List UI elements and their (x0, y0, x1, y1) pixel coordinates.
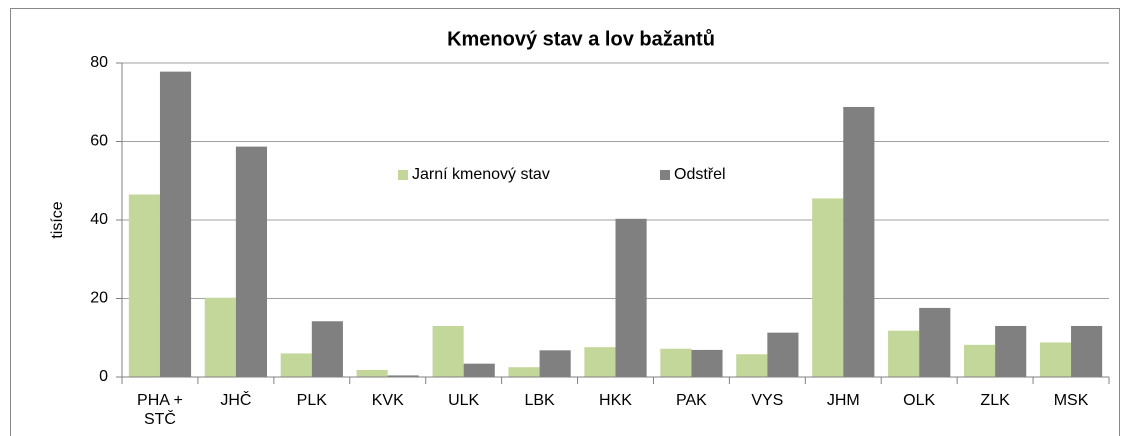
x-tick-label: LBK (524, 392, 555, 409)
legend-swatch (398, 170, 408, 180)
bar (1071, 325, 1103, 377)
bar (660, 348, 692, 377)
chart-frame (10, 8, 1120, 436)
legend-label: Odstřel (674, 166, 726, 183)
x-tick-label: PAK (676, 392, 707, 409)
bar (736, 354, 768, 377)
bar (615, 218, 647, 377)
y-tick-label: 80 (90, 54, 108, 71)
legend-swatch (660, 170, 670, 180)
x-tick-label: JHM (826, 392, 860, 409)
bar (539, 350, 571, 377)
x-tick-label: OLK (903, 392, 936, 409)
bar (1039, 342, 1072, 377)
y-tick-label: 60 (90, 133, 108, 150)
x-tick-label: ULK (448, 392, 480, 409)
bar (888, 330, 920, 377)
x-tick-label: ZLK (980, 392, 1010, 409)
x-tick-label: KVK (371, 392, 404, 409)
bar (387, 375, 419, 377)
bar (280, 353, 312, 377)
y-tick-label: 40 (90, 211, 108, 228)
x-tick-label: VYS (751, 392, 784, 409)
bar (432, 325, 464, 377)
bar (463, 363, 495, 377)
x-tick-label: HKK (599, 392, 632, 409)
bar (995, 325, 1027, 377)
bar (812, 198, 844, 377)
bar (691, 349, 723, 377)
bar (128, 194, 160, 377)
bar (356, 369, 388, 377)
x-tick-label: PHA + STČ (137, 392, 183, 428)
y-tick-label: 0 (99, 368, 108, 385)
bar (159, 71, 192, 377)
legend-label: Jarní kmenový stav (412, 166, 550, 183)
x-tick-label: JHČ (220, 392, 252, 409)
y-tick-label: 20 (90, 290, 108, 307)
bar (963, 344, 996, 377)
x-tick-label: PLK (296, 392, 327, 409)
bar (584, 347, 616, 377)
bar (843, 106, 875, 378)
x-tick-label: MSK (1053, 392, 1089, 409)
bar (919, 307, 951, 377)
bar (508, 367, 540, 377)
bar (204, 297, 236, 377)
chart-title: Kmenový stav a lov bažantů (447, 28, 715, 50)
bar (235, 146, 268, 377)
bar (311, 321, 343, 377)
y-axis-label: tisíce (49, 201, 66, 238)
bar (767, 332, 799, 377)
